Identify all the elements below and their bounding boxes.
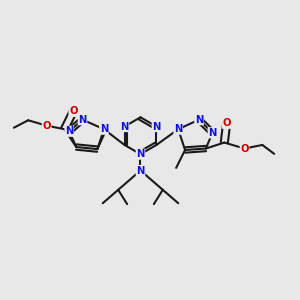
Text: N: N <box>78 115 87 125</box>
Text: N: N <box>136 149 145 159</box>
Text: N: N <box>174 124 182 134</box>
Text: N: N <box>65 126 73 136</box>
Text: N: N <box>152 122 160 131</box>
Text: O: O <box>240 143 249 154</box>
Text: N: N <box>100 124 108 134</box>
Text: O: O <box>69 106 78 116</box>
Text: N: N <box>120 122 129 131</box>
Text: O: O <box>222 118 231 128</box>
Text: N: N <box>195 115 203 125</box>
Text: N: N <box>208 128 217 138</box>
Text: O: O <box>42 121 51 130</box>
Text: N: N <box>136 166 145 176</box>
